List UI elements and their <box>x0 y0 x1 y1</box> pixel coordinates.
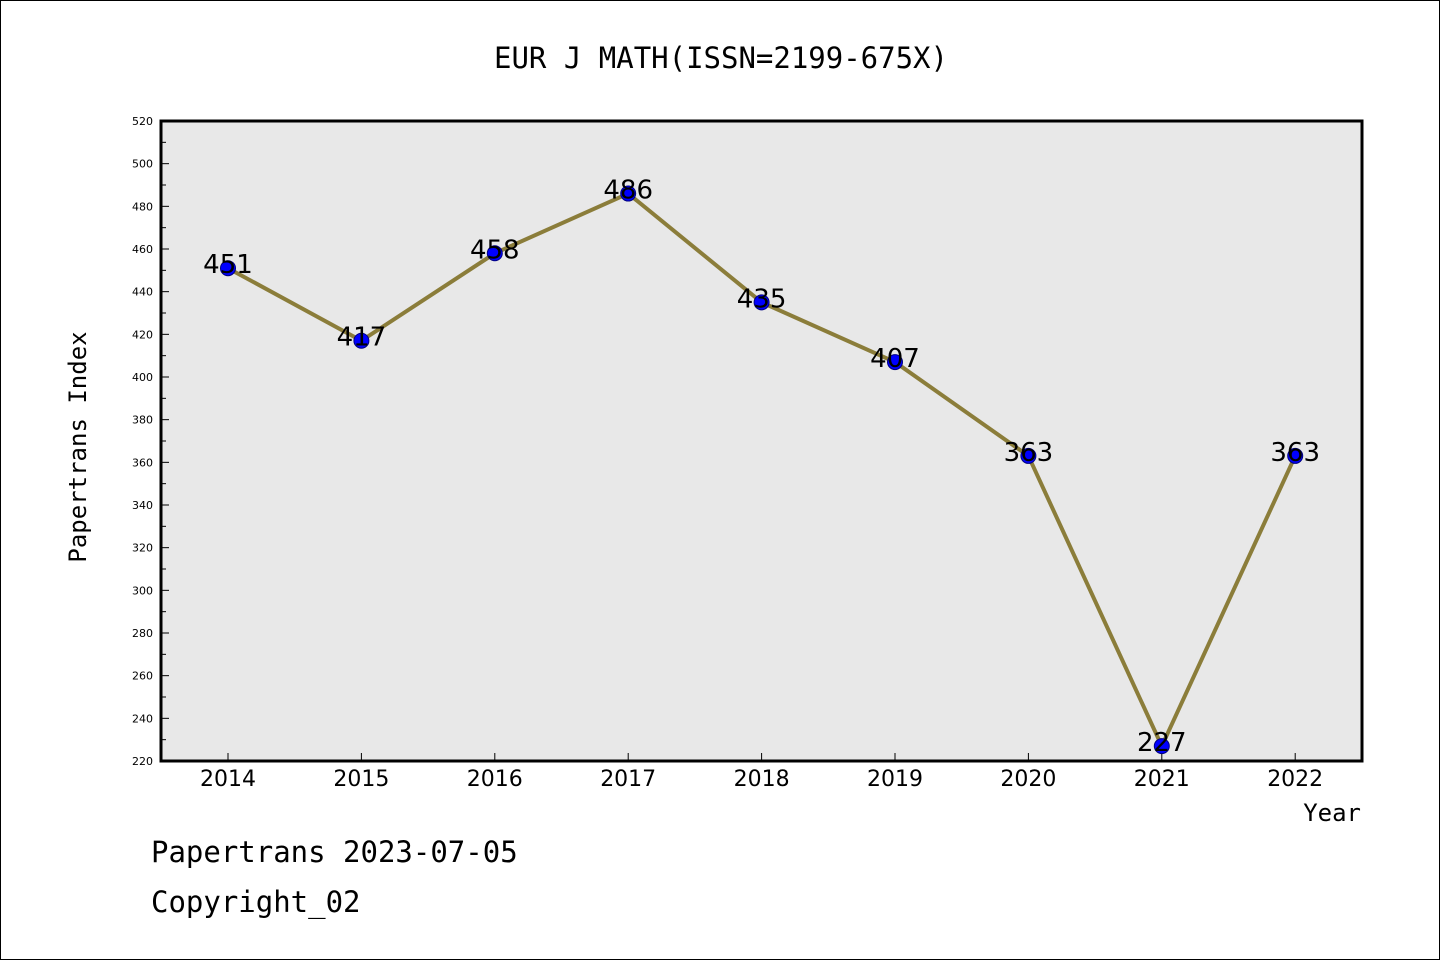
y-tick-label: 480 <box>132 200 153 213</box>
plot-area <box>159 119 1364 763</box>
y-tick-label: 420 <box>132 328 153 341</box>
y-tick-label: 260 <box>132 670 153 683</box>
data-point <box>1287 447 1304 464</box>
data-point <box>753 294 770 311</box>
data-point <box>1153 738 1170 755</box>
chart-title: EUR J MATH(ISSN=2199-675X) <box>494 41 948 75</box>
x-tick-label: 2015 <box>333 767 389 792</box>
data-label: 486 <box>603 176 653 206</box>
x-axis-label: Year <box>1303 799 1361 827</box>
y-tick-label: 360 <box>132 456 153 469</box>
data-point <box>353 332 370 349</box>
data-point <box>887 354 903 371</box>
y-tick-label: 400 <box>132 371 153 384</box>
footer-copyright: Copyright_02 <box>151 885 361 919</box>
x-tick-label: 2017 <box>600 767 656 792</box>
y-tick-label: 440 <box>132 286 153 299</box>
data-label: 417 <box>337 323 387 353</box>
y-tick-label: 460 <box>132 243 153 256</box>
y-tick-label: 220 <box>132 755 153 768</box>
data-point <box>220 260 236 277</box>
x-tick-label: 2019 <box>867 767 923 792</box>
y-axis: 220 240 260 280 300 320 340 360 380 400 420 440 460 4… <box>132 115 169 768</box>
data-label: 458 <box>470 235 520 265</box>
x-axis: 2014 2015 2016 2017 2018 2019 2020 2021 2022 <box>200 753 1323 792</box>
x-tick-label: 2020 <box>1000 767 1056 792</box>
y-tick-label: 380 <box>132 414 153 427</box>
x-tick-label: 2014 <box>200 767 256 792</box>
y-tick-label: 300 <box>132 584 153 597</box>
data-label: 407 <box>870 344 920 374</box>
data-label: 435 <box>737 284 787 314</box>
y-tick-label: 320 <box>132 542 153 555</box>
data-point <box>486 245 503 262</box>
y-tick-label: 500 <box>132 158 153 171</box>
x-tick-label: 2018 <box>734 767 790 792</box>
data-point <box>1020 447 1037 464</box>
data-label: 451 <box>203 250 253 280</box>
data-label: 363 <box>1270 438 1320 468</box>
y-tick-label: 280 <box>132 627 153 640</box>
data-point <box>620 185 637 202</box>
y-axis-label: Papertrans Index <box>64 331 92 562</box>
y-tick-label: 240 <box>132 712 153 725</box>
footer-date: Papertrans 2023-07-05 <box>151 835 518 869</box>
data-labels: 451 417 458 486 435 407 363 227 363 <box>203 176 1320 759</box>
y-tick-label: 340 <box>132 499 153 512</box>
data-label: 363 <box>1004 438 1054 468</box>
data-label: 227 <box>1137 728 1187 758</box>
x-tick-label: 2016 <box>467 767 523 792</box>
data-points <box>220 185 1304 755</box>
y-tick-label: 520 <box>132 115 153 128</box>
x-tick-label: 2021 <box>1134 767 1190 792</box>
x-tick-label: 2022 <box>1267 767 1323 792</box>
